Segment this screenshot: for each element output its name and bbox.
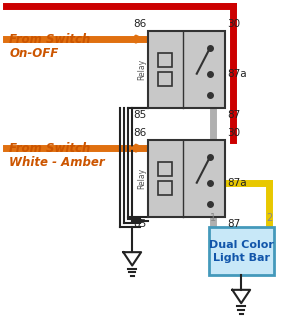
- Bar: [148, 140, 225, 218]
- Text: 85: 85: [133, 220, 146, 229]
- Text: From Switch: From Switch: [9, 33, 91, 46]
- Bar: [158, 162, 172, 176]
- Text: 86: 86: [133, 19, 146, 29]
- Text: 1: 1: [210, 213, 217, 223]
- Text: 87: 87: [227, 220, 241, 229]
- Text: 30: 30: [227, 19, 241, 29]
- Text: 87a: 87a: [227, 69, 247, 79]
- Text: Dual Color
Light Bar: Dual Color Light Bar: [209, 240, 274, 263]
- Text: 87: 87: [227, 110, 241, 120]
- Bar: [148, 31, 225, 108]
- Bar: [158, 181, 172, 195]
- Text: 2: 2: [266, 213, 272, 223]
- Bar: [158, 72, 172, 86]
- Text: From Switch: From Switch: [9, 142, 91, 155]
- Text: Relay: Relay: [138, 168, 147, 189]
- Text: 30: 30: [227, 128, 241, 138]
- Text: 86: 86: [133, 128, 146, 138]
- Text: Relay: Relay: [138, 59, 147, 80]
- Text: White - Amber: White - Amber: [9, 156, 105, 169]
- Bar: [158, 53, 172, 67]
- Text: 87a: 87a: [227, 178, 247, 188]
- Text: 85: 85: [133, 110, 146, 120]
- Bar: [209, 228, 274, 275]
- Text: On-OFF: On-OFF: [9, 47, 59, 60]
